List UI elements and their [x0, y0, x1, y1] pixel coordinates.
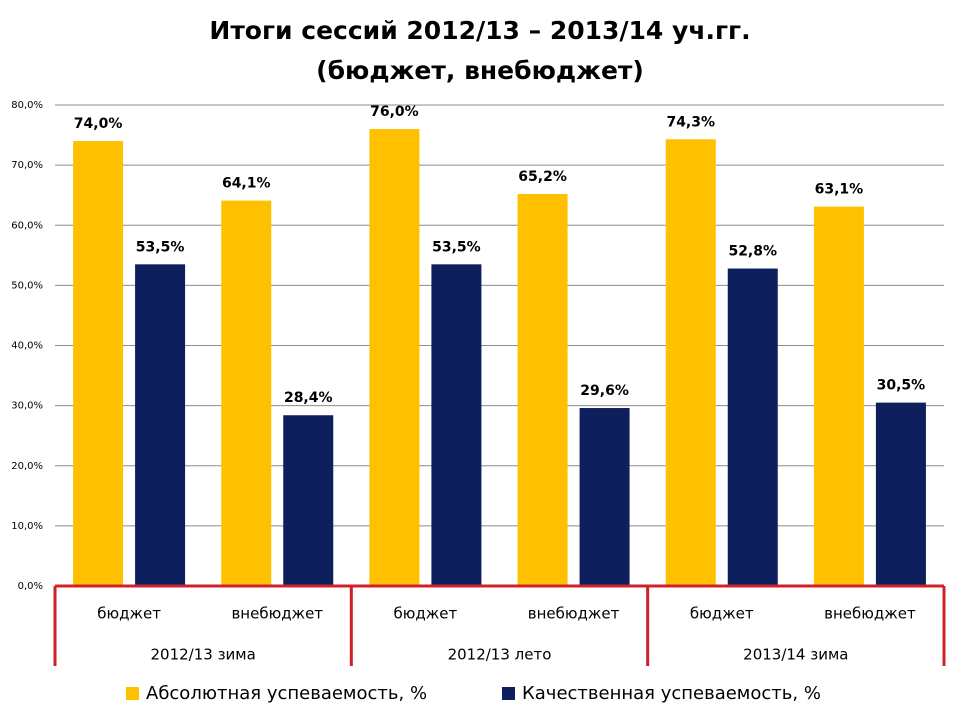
x-tick-label: бюджет: [690, 605, 754, 623]
data-label: 65,2%: [518, 169, 567, 185]
x-tick-label: внебюджет: [528, 605, 620, 623]
x-tick-label: бюджет: [97, 605, 161, 623]
y-tick-label: 60,0%: [11, 220, 43, 231]
chart-subtitle: (бюджет, внебюджет): [316, 56, 644, 85]
bar: [135, 264, 186, 586]
y-tick-label: 40,0%: [11, 341, 43, 352]
y-tick-label: 70,0%: [11, 160, 43, 171]
data-label: 76,0%: [370, 104, 419, 120]
group-label: 2013/14 зима: [743, 646, 848, 664]
x-tick-label: бюджет: [394, 605, 458, 623]
data-label: 53,5%: [136, 239, 185, 255]
group-label: 2012/13 лето: [448, 646, 552, 664]
bar: [73, 141, 124, 586]
data-label: 53,5%: [432, 239, 481, 255]
group-label: 2012/13 зима: [151, 646, 256, 664]
data-label: 74,3%: [666, 114, 715, 130]
data-label: 64,1%: [222, 176, 271, 192]
bar: [727, 268, 778, 586]
x-tick-label: внебюджет: [824, 605, 916, 623]
bar: [665, 139, 716, 587]
bar: [517, 193, 568, 587]
legend-label: Качественная успеваемость, %: [522, 683, 821, 704]
y-tick-label: 10,0%: [11, 521, 43, 532]
bar: [283, 415, 334, 586]
y-tick-label: 80,0%: [11, 100, 43, 111]
bar: [579, 408, 630, 586]
chart-title: Итоги сессий 2012/13 – 2013/14 уч.гг.: [209, 16, 750, 45]
y-tick-label: 0,0%: [18, 581, 43, 592]
y-tick-label: 30,0%: [11, 401, 43, 412]
legend-swatch: [126, 687, 139, 700]
data-label: 63,1%: [815, 182, 864, 198]
data-label: 30,5%: [877, 378, 926, 394]
bar: [221, 200, 272, 586]
data-label: 74,0%: [74, 116, 123, 132]
bar: [875, 402, 926, 586]
x-tick-label: внебюджет: [231, 605, 323, 623]
y-tick-label: 50,0%: [11, 280, 43, 291]
bar: [369, 129, 420, 587]
data-label: 28,4%: [284, 390, 333, 406]
bar: [431, 264, 482, 586]
legend-label: Абсолютная успеваемость, %: [146, 683, 427, 704]
bar: [813, 206, 864, 586]
data-label: 29,6%: [580, 383, 629, 399]
y-tick-label: 20,0%: [11, 461, 43, 472]
data-label: 52,8%: [728, 244, 777, 260]
legend-swatch: [502, 687, 515, 700]
